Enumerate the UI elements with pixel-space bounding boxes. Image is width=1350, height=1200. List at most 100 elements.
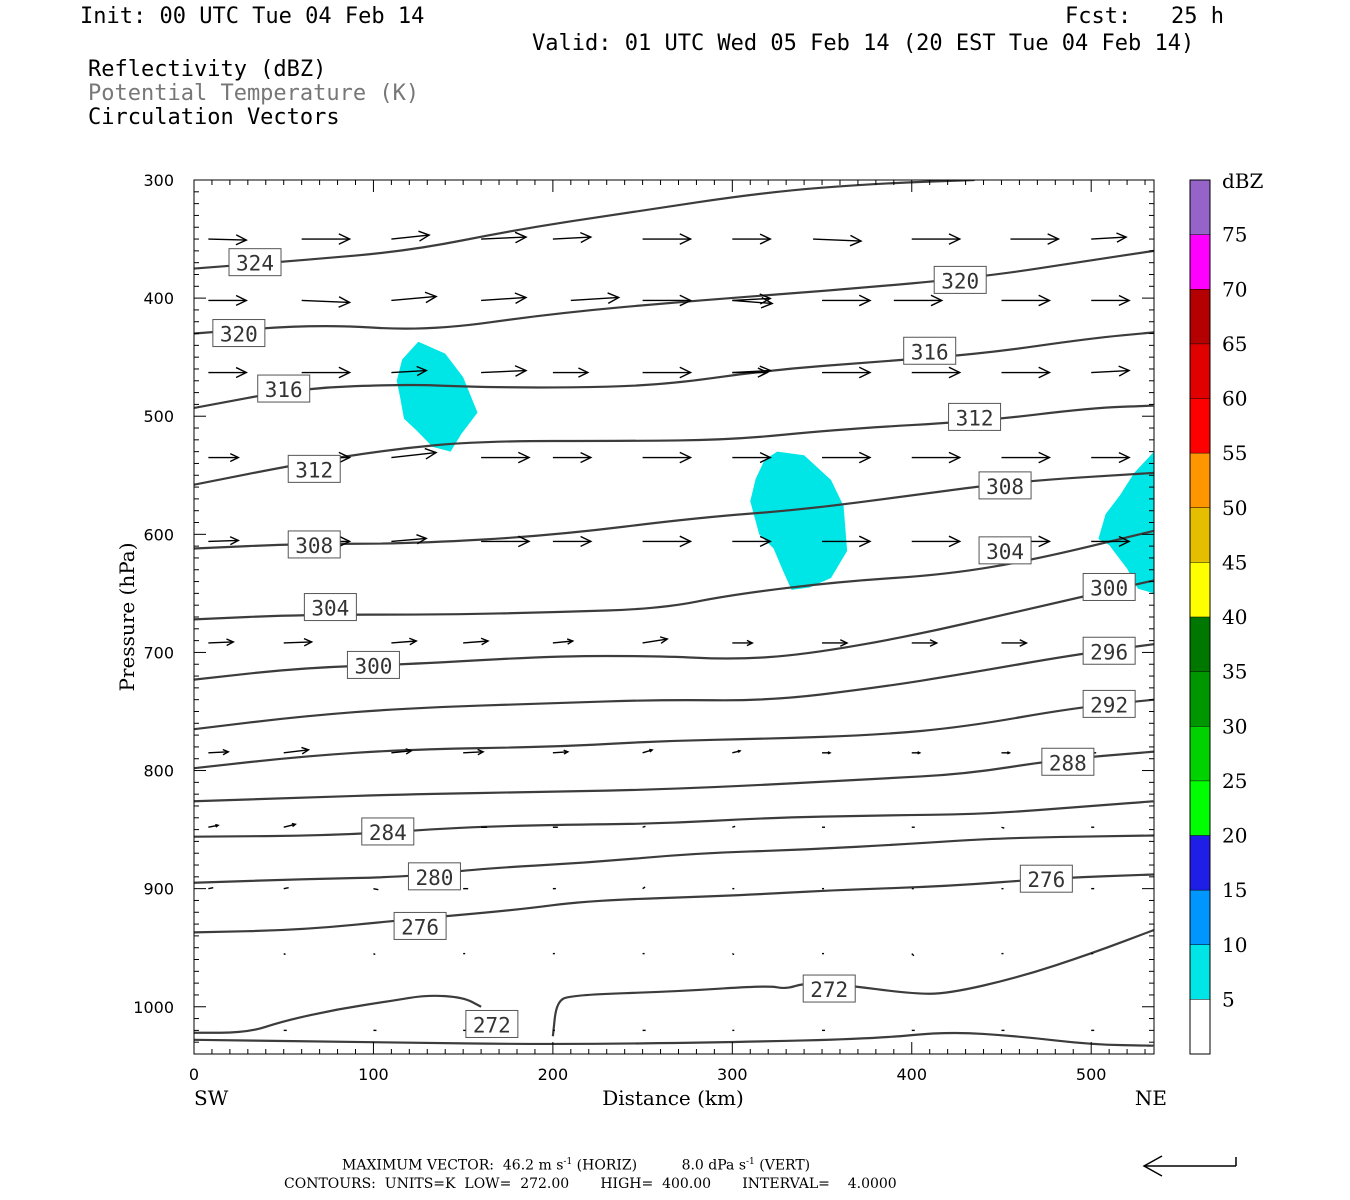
- vector-head: [948, 451, 962, 464]
- vector-shaft: [208, 641, 234, 644]
- contours-info-text: CONTOURS: UNITS=K LOW= 272.00 HIGH= 400.…: [284, 1176, 897, 1192]
- vector-head: [235, 234, 248, 246]
- circulation-vector: [911, 233, 962, 245]
- x-tick-label: 300: [717, 1065, 748, 1084]
- vector-shaft: [642, 825, 646, 828]
- y-tick-label: 800: [143, 762, 174, 781]
- circulation-vector: [283, 822, 297, 828]
- vector-head: [1038, 294, 1052, 307]
- theta-label: 292: [1082, 689, 1136, 718]
- circulation-vector: [642, 636, 669, 644]
- vector-head: [566, 638, 575, 645]
- circulation-vector: [642, 748, 654, 754]
- vector-shaft: [552, 236, 591, 240]
- circulation-vector: [208, 638, 235, 647]
- circulation-vector: [732, 749, 742, 754]
- vector-head: [679, 366, 693, 379]
- circulation-vector: [822, 639, 849, 647]
- vector-head: [1038, 366, 1052, 379]
- vector-head: [858, 451, 872, 464]
- theta-label: 312: [287, 454, 341, 483]
- circulation-vector: [373, 952, 376, 956]
- x-tick-label: 400: [896, 1065, 927, 1084]
- theta-label-box: [1041, 747, 1095, 776]
- vector-head: [746, 639, 754, 647]
- circulation-vector: [283, 637, 314, 647]
- theta-label-box: [1082, 636, 1136, 665]
- theta-label-text: 292: [1090, 693, 1128, 717]
- vector-shaft: [911, 953, 915, 957]
- vector-shaft: [208, 886, 214, 890]
- theta-label-box: [393, 911, 447, 940]
- vector-shaft: [1001, 826, 1005, 829]
- theta-label: 324: [228, 248, 282, 277]
- theta-label-text: 320: [220, 323, 258, 347]
- theta-label-text: 324: [236, 252, 274, 276]
- circulation-vector: [732, 451, 772, 464]
- circulation-vector: [822, 751, 832, 755]
- theta-label: 308: [978, 471, 1032, 500]
- x-tick-label: 0: [189, 1065, 199, 1084]
- colorbar-level-label: 65: [1222, 332, 1247, 356]
- vector-shaft: [552, 640, 573, 644]
- circulation-vector: [283, 952, 286, 956]
- x-axis-sw-label: SW: [194, 1086, 229, 1110]
- colorbar-level-label: 50: [1222, 496, 1247, 520]
- circulation-vector: [391, 637, 418, 646]
- vector-head: [679, 451, 693, 464]
- vector-shaft: [208, 238, 247, 241]
- circulation-vector: [822, 451, 872, 464]
- theta-label-text: 272: [810, 978, 848, 1002]
- vector-head: [1176, 297, 1184, 305]
- vector-head: [301, 746, 311, 755]
- theta-label-text: 280: [415, 866, 453, 890]
- theta-label-box: [287, 454, 341, 483]
- vector-head: [229, 536, 240, 546]
- vector-head: [679, 233, 693, 245]
- vector-head: [215, 823, 220, 828]
- circulation-vector: [1091, 451, 1131, 464]
- vector-head: [759, 535, 772, 547]
- forecast-hour: Fcst: 25 h: [1065, 4, 1224, 29]
- circulation-vector: [552, 451, 593, 464]
- circulation-vector: [732, 233, 772, 245]
- vector-head: [1118, 365, 1131, 377]
- colorbar-level-label: 15: [1222, 878, 1247, 902]
- theta-label-text: 304: [311, 597, 349, 621]
- vector-head: [930, 294, 944, 307]
- theta-contour-296: [194, 643, 1154, 731]
- circulation-vector: [911, 953, 915, 957]
- vector-layer: [208, 230, 1184, 1032]
- y-tick-label: 700: [143, 643, 174, 662]
- vector-shaft: [283, 823, 296, 828]
- vector-head: [948, 366, 962, 379]
- theta-label-text: 276: [401, 915, 439, 939]
- vector-head: [416, 365, 428, 377]
- theta-label: 308: [287, 530, 341, 559]
- theta-contour-280: [194, 834, 1154, 884]
- vector-head: [917, 751, 922, 755]
- theta-label-box: [1082, 572, 1136, 601]
- vector-head: [424, 447, 438, 460]
- colorbar-swatch: [1190, 726, 1210, 781]
- theta-label-box: [933, 265, 987, 294]
- vector-shaft: [552, 751, 568, 754]
- vector-head: [948, 233, 962, 245]
- theta-contour-292: [194, 698, 1154, 770]
- vector-shaft: [481, 296, 527, 302]
- theta-label: 284: [361, 817, 415, 846]
- theta-label: 300: [1082, 572, 1136, 601]
- circulation-vector: [642, 825, 646, 828]
- valid-time: Valid: 01 UTC Wed 05 Feb 14 (20 EST Tue …: [532, 31, 1195, 56]
- y-tick-label: 600: [143, 525, 174, 544]
- theta-contour-316: [194, 331, 1154, 410]
- theta-label: 272: [802, 974, 856, 1003]
- vector-shaft: [373, 952, 376, 956]
- vector-shaft: [481, 236, 527, 240]
- vector-head: [760, 296, 774, 309]
- circulation-vector: [481, 292, 528, 305]
- vector-head: [679, 535, 693, 548]
- theta-label: 280: [407, 862, 461, 891]
- theta-label-box: [303, 593, 357, 622]
- theta-label-box: [257, 374, 311, 403]
